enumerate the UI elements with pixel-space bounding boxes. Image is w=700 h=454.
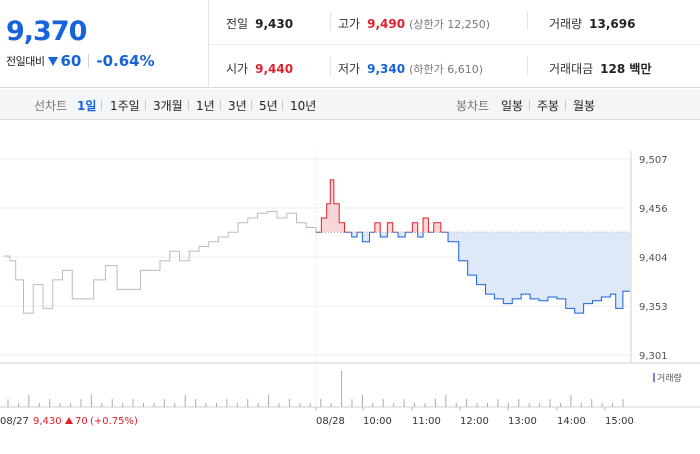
period-5y[interactable]: 5년 — [259, 99, 278, 113]
stat-value: 9,340 — [367, 62, 406, 76]
today-line-down — [316, 232, 630, 314]
stat-high: 고가 9,490 (상한가 12,250) — [338, 15, 490, 32]
down-fill-area — [351, 232, 630, 314]
y-tick-label: 9,404 — [639, 253, 668, 264]
divider — [101, 100, 102, 110]
period-1w[interactable]: 1주일 — [110, 99, 140, 113]
candle-daily[interactable]: 일봉 — [501, 99, 524, 113]
captions: 08/27 9,430 70 (+0.75%) 거래량 — [0, 372, 682, 427]
change-rate: -0.64% — [96, 52, 155, 70]
column-divider — [527, 12, 528, 30]
period-3m[interactable]: 3개월 — [153, 99, 183, 113]
stat-value: 13,696 — [589, 17, 636, 31]
line-chart-label: 선차트 — [34, 99, 68, 113]
price-lines — [4, 179, 630, 314]
period-10y[interactable]: 10년 — [290, 99, 317, 113]
volume-legend-icon — [653, 373, 655, 382]
divider — [220, 100, 221, 110]
period-3y[interactable]: 3년 — [228, 99, 247, 113]
price-chart: 9,507 9,456 9,404 9,353 9,301 08/28 10:00 11:00… — [0, 121, 700, 450]
chart-toolbar: 선차트 1일 1주일 3개월 1년 3년 5년 10년 봉차트 일봉 주봉 월봉 — [0, 89, 700, 120]
stat-low: 저가 9,340 (하한가 6,610) — [338, 60, 483, 77]
stat-sub: (하한가 6,610) — [409, 63, 483, 76]
volume-legend-label: 거래량 — [657, 372, 682, 384]
candle-monthly[interactable]: 월봉 — [573, 99, 596, 113]
period-1y[interactable]: 1년 — [196, 99, 215, 113]
stat-label: 전일 — [226, 17, 249, 31]
x-tick-label: 10:00 — [363, 416, 392, 427]
column-divider — [330, 12, 331, 30]
change-value: 60 — [60, 52, 82, 70]
volume-bars — [7, 371, 624, 407]
grid — [0, 151, 700, 411]
stat-value: 9,440 — [255, 62, 294, 76]
prev-day-rate: (+0.75%) — [90, 416, 138, 427]
prev-day-close: 9,430 — [33, 416, 62, 427]
prev-day-line — [4, 210, 317, 314]
current-price: 9,370 — [6, 16, 87, 47]
divider — [188, 100, 189, 110]
y-tick-label: 9,456 — [639, 204, 668, 215]
x-tick-label: 11:00 — [412, 416, 441, 427]
y-tick-label: 9,353 — [639, 302, 668, 313]
down-arrow-icon — [48, 56, 59, 66]
y-tick-label: 9,301 — [639, 351, 668, 362]
divider — [282, 100, 283, 110]
axis-ticks: 9,507 9,456 9,404 9,353 9,301 08/28 10:00 11:00… — [316, 155, 668, 427]
candle-weekly[interactable]: 주봉 — [537, 99, 560, 113]
stat-label: 거래량 — [549, 17, 583, 31]
stat-open: 시가 9,440 — [226, 60, 293, 77]
column-divider — [330, 57, 331, 75]
stat-label: 거래대금 — [549, 62, 594, 76]
change-label: 전일대비 — [6, 55, 45, 68]
column-divider — [527, 57, 528, 75]
stat-trade-amount: 거래대금 128 백만 — [549, 60, 651, 77]
stat-label: 저가 — [338, 62, 361, 76]
prev-day-date: 08/27 — [0, 416, 29, 427]
y-tick-label: 9,507 — [639, 155, 668, 166]
divider — [251, 100, 252, 110]
divider — [565, 100, 566, 110]
x-tick-label: 08/28 — [316, 416, 345, 427]
stat-volume: 거래량 13,696 — [549, 15, 635, 32]
divider — [88, 54, 90, 68]
change-row: 전일대비 60 -0.64% — [6, 52, 155, 70]
divider — [145, 100, 146, 110]
stat-label: 시가 — [226, 62, 249, 76]
stat-sub: (상한가 12,250) — [409, 18, 490, 31]
divider — [529, 100, 530, 110]
stat-value: 128 백만 — [600, 62, 652, 76]
quote-header: 9,370 전일대비 60 -0.64% 전일 9,430 고가 9,490 (상한가… — [0, 0, 700, 88]
prev-day-change: 70 — [75, 416, 88, 427]
candle-chart-label: 봉차트 — [456, 99, 490, 113]
stat-value: 9,490 — [367, 17, 406, 31]
stat-value: 9,430 — [255, 17, 294, 31]
fill-areas — [316, 179, 630, 314]
today-line-up — [316, 179, 449, 233]
x-tick-label: 13:00 — [508, 416, 537, 427]
price-block: 9,370 전일대비 60 -0.64% — [0, 0, 209, 88]
period-1d[interactable]: 1일 — [77, 99, 97, 113]
up-arrow-icon — [65, 417, 73, 424]
chart-svg: 9,507 9,456 9,404 9,353 9,301 08/28 10:00 11:00… — [0, 151, 700, 427]
stat-prev-close: 전일 9,430 — [226, 15, 293, 32]
stat-label: 고가 — [338, 17, 361, 31]
x-tick-label: 14:00 — [557, 416, 586, 427]
x-tick-label: 15:00 — [605, 416, 634, 427]
x-tick-label: 12:00 — [460, 416, 489, 427]
row-divider — [209, 44, 700, 45]
